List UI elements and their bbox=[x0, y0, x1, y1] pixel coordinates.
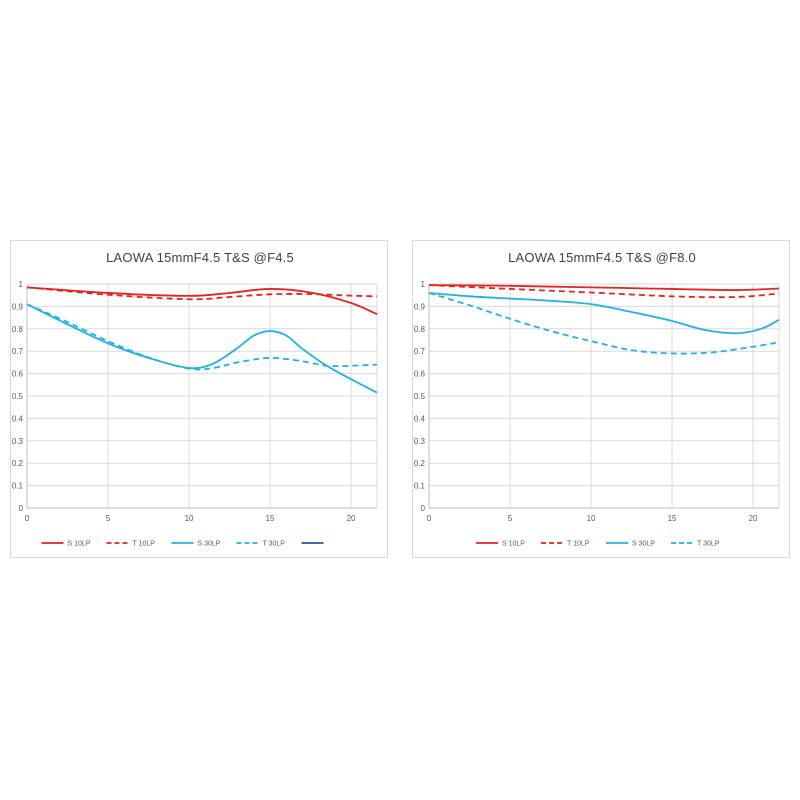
y-tick-label: 0.1 bbox=[414, 482, 426, 491]
y-tick-label: 1 bbox=[19, 280, 24, 289]
series-line-t-10lp bbox=[428, 284, 780, 299]
series-line-s-30lp bbox=[26, 303, 378, 394]
legend-label: S 30LP bbox=[198, 541, 221, 548]
x-tick-label: 5 bbox=[508, 514, 513, 523]
x-tick-label: 5 bbox=[106, 514, 111, 523]
legend-label: S 10LP bbox=[502, 541, 525, 548]
mtf-chart-f8-0-svg: LAOWA 15mmF4.5 T&S @F8.0 0 0.1 0.2 0.3 0.4 0.5… bbox=[414, 250, 780, 548]
legend-label: T 10LP bbox=[133, 541, 156, 548]
y-tick-label: 0 bbox=[19, 504, 24, 513]
y-tick-label: 0.5 bbox=[414, 392, 426, 401]
chart-title: LAOWA 15mmF4.5 T&S @F8.0 bbox=[508, 250, 696, 265]
legend-item: S 10LP bbox=[476, 541, 525, 548]
x-tick-label: 0 bbox=[427, 514, 432, 523]
y-tick-label: 0.8 bbox=[414, 325, 426, 334]
legend-item: T 10LP bbox=[106, 541, 156, 548]
x-tick-label: 10 bbox=[185, 514, 194, 523]
y-tick-label: 0.9 bbox=[12, 302, 24, 311]
series-line-t-10lp bbox=[26, 286, 378, 301]
y-tick-label: 0.7 bbox=[414, 347, 426, 356]
legend-item: T 30LP bbox=[236, 541, 286, 548]
mtf-chart-f4-5: LAOWA 15mmF4.5 T&S @F4.5 0 0.1 0.2 0.3 0.4 0.5… bbox=[10, 240, 388, 558]
series-line-s-10lp bbox=[26, 286, 378, 316]
legend-label: T 30LP bbox=[263, 541, 286, 548]
x-tick-label: 15 bbox=[668, 514, 677, 523]
y-tick-label: 0.9 bbox=[414, 302, 426, 311]
legend-item: S 30LP bbox=[171, 541, 221, 548]
y-tick-label: 0.8 bbox=[12, 325, 24, 334]
y-tick-label: 0.3 bbox=[12, 437, 24, 446]
y-tick-label: 0.2 bbox=[12, 459, 24, 468]
y-tick-label: 1 bbox=[421, 280, 426, 289]
series-line-s-10lp bbox=[428, 284, 780, 291]
legend-item: S 10LP bbox=[41, 541, 91, 548]
x-tick-label: 0 bbox=[25, 514, 30, 523]
legend-item: S 30LP bbox=[606, 541, 655, 548]
legend-label: T 30LP bbox=[697, 541, 720, 548]
series-line-t-30lp bbox=[428, 292, 780, 355]
y-tick-label: 0 bbox=[421, 504, 426, 513]
legend-label: T 10LP bbox=[567, 541, 590, 548]
x-tick-label: 20 bbox=[347, 514, 356, 523]
x-tick-label: 15 bbox=[266, 514, 275, 523]
legend-label: S 30LP bbox=[632, 541, 655, 548]
y-tick-label: 0.1 bbox=[12, 482, 24, 491]
series-line-t-30lp bbox=[26, 303, 378, 371]
x-tick-label: 20 bbox=[749, 514, 758, 523]
chart-title: LAOWA 15mmF4.5 T&S @F4.5 bbox=[106, 250, 294, 265]
y-tick-label: 0.4 bbox=[414, 414, 426, 423]
y-tick-label: 0.3 bbox=[414, 437, 426, 446]
y-tick-label: 0.4 bbox=[12, 414, 24, 423]
mtf-chart-f4-5-svg: LAOWA 15mmF4.5 T&S @F4.5 0 0.1 0.2 0.3 0.4 0.5… bbox=[12, 250, 378, 548]
y-tick-label: 0.6 bbox=[414, 370, 426, 379]
mtf-chart-f8-0: LAOWA 15mmF4.5 T&S @F8.0 0 0.1 0.2 0.3 0.4 0.5… bbox=[412, 240, 790, 558]
legend-item: T 30LP bbox=[671, 541, 720, 548]
legend-item: T 10LP bbox=[541, 541, 590, 548]
x-tick-label: 10 bbox=[587, 514, 596, 523]
y-tick-label: 0.5 bbox=[12, 392, 24, 401]
y-tick-label: 0.2 bbox=[414, 459, 426, 468]
y-tick-label: 0.7 bbox=[12, 347, 24, 356]
legend-label: S 10LP bbox=[68, 541, 91, 548]
y-tick-label: 0.6 bbox=[12, 370, 24, 379]
series-line-s-30lp bbox=[428, 292, 780, 335]
